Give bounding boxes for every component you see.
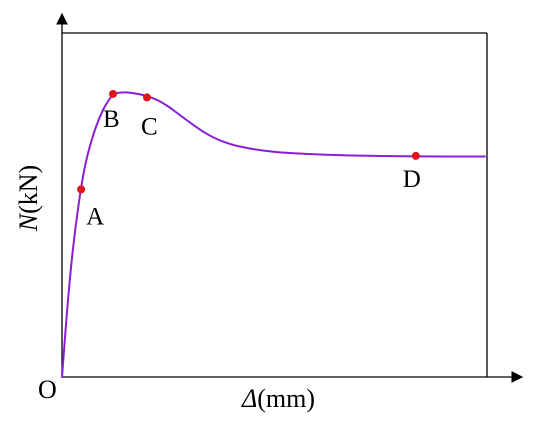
x-axis-symbol: Δ [241, 384, 257, 413]
key-points: A B C D [77, 89, 421, 230]
point-d-marker [411, 151, 420, 160]
y-axis-symbol: N [14, 212, 43, 232]
point-d-label: D [403, 166, 421, 193]
origin-label: O [38, 375, 57, 404]
point-b-marker [109, 89, 117, 98]
point-a-label: A [86, 203, 104, 230]
y-axis-label: N(kN) [14, 165, 43, 232]
x-axis-label: Δ(mm) [241, 384, 315, 413]
point-c-marker [143, 93, 151, 102]
load-displacement-curve [61, 91, 486, 378]
y-axis-unit: (kN) [14, 165, 43, 214]
x-axis-unit: (mm) [257, 384, 315, 413]
point-b-label: B [103, 106, 120, 133]
point-a-marker [77, 185, 86, 194]
point-c-label: C [141, 113, 158, 140]
